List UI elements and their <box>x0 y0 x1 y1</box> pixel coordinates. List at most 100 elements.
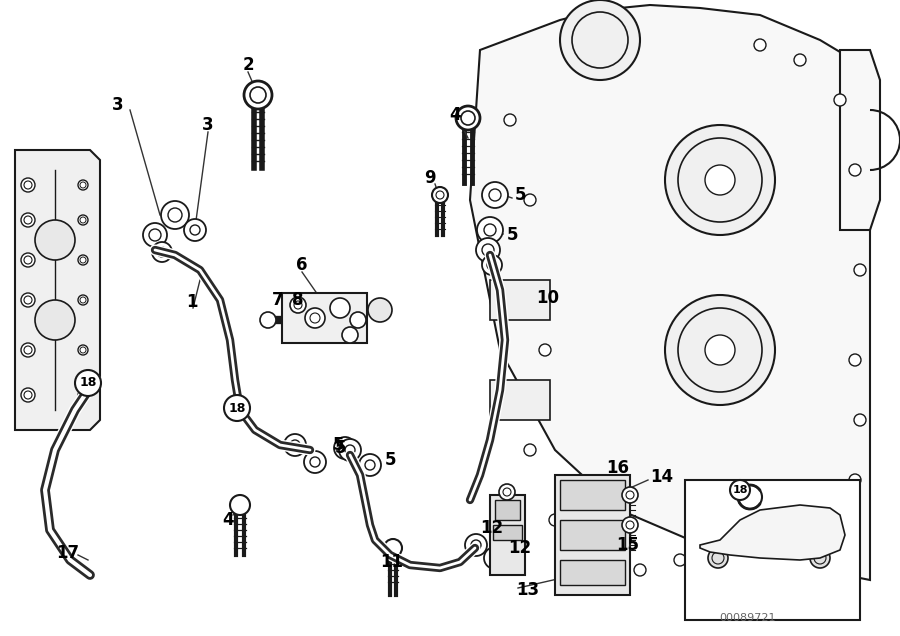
Text: 9: 9 <box>424 169 436 187</box>
Text: 14: 14 <box>651 468 673 486</box>
Circle shape <box>849 474 861 486</box>
Polygon shape <box>840 50 880 230</box>
Circle shape <box>849 354 861 366</box>
Text: 3: 3 <box>112 96 124 114</box>
Text: 12: 12 <box>481 519 504 537</box>
Bar <box>282 293 367 343</box>
Circle shape <box>290 297 306 313</box>
Circle shape <box>834 94 846 106</box>
Circle shape <box>854 414 866 426</box>
Text: 5: 5 <box>332 436 344 454</box>
Circle shape <box>78 180 88 190</box>
Circle shape <box>724 544 736 556</box>
Text: 8: 8 <box>292 291 304 309</box>
Circle shape <box>560 0 640 80</box>
Circle shape <box>330 298 350 318</box>
Circle shape <box>482 182 508 208</box>
Text: 5: 5 <box>506 226 518 244</box>
Circle shape <box>224 395 250 421</box>
Text: 1: 1 <box>186 293 198 311</box>
Circle shape <box>849 164 861 176</box>
Circle shape <box>260 312 276 328</box>
Circle shape <box>622 517 638 533</box>
Bar <box>555 475 630 595</box>
Circle shape <box>284 434 306 456</box>
Bar <box>685 480 860 620</box>
Circle shape <box>161 201 189 229</box>
Text: 4: 4 <box>449 106 461 124</box>
Circle shape <box>334 437 356 459</box>
Circle shape <box>350 312 366 328</box>
Polygon shape <box>15 150 100 430</box>
Circle shape <box>456 106 480 130</box>
Circle shape <box>549 514 561 526</box>
Bar <box>495 500 520 520</box>
Circle shape <box>432 187 448 203</box>
Circle shape <box>184 219 206 241</box>
Circle shape <box>21 213 35 227</box>
Bar <box>560 520 625 550</box>
Text: 3: 3 <box>202 116 214 134</box>
Circle shape <box>504 114 516 126</box>
Text: 6: 6 <box>296 256 308 274</box>
Text: 18: 18 <box>79 377 96 389</box>
Text: 17: 17 <box>57 544 79 562</box>
Text: 5: 5 <box>334 439 346 457</box>
Bar <box>560 560 625 585</box>
Circle shape <box>665 295 775 405</box>
Text: 5: 5 <box>384 451 396 469</box>
Text: 16: 16 <box>607 459 629 477</box>
Circle shape <box>810 548 830 568</box>
Circle shape <box>21 178 35 192</box>
Circle shape <box>78 215 88 225</box>
Circle shape <box>143 223 167 247</box>
Circle shape <box>539 344 551 356</box>
Text: 4: 4 <box>222 511 234 529</box>
Circle shape <box>35 300 75 340</box>
Text: 12: 12 <box>508 539 532 557</box>
Circle shape <box>230 495 250 515</box>
Circle shape <box>705 335 735 365</box>
Text: 00089721: 00089721 <box>720 613 776 623</box>
Circle shape <box>477 217 503 243</box>
Circle shape <box>482 255 502 275</box>
Circle shape <box>484 547 506 569</box>
Circle shape <box>665 125 775 235</box>
Circle shape <box>524 444 536 456</box>
Text: 7: 7 <box>272 291 284 309</box>
Bar <box>560 480 625 510</box>
Circle shape <box>384 539 402 557</box>
Circle shape <box>78 390 88 400</box>
Text: 18: 18 <box>229 401 246 415</box>
Bar <box>493 525 522 540</box>
Text: 18: 18 <box>733 485 748 495</box>
Text: 10: 10 <box>536 289 560 307</box>
Circle shape <box>584 554 596 566</box>
Circle shape <box>21 388 35 402</box>
Text: 11: 11 <box>381 553 403 571</box>
Text: 13: 13 <box>517 581 540 599</box>
Circle shape <box>794 54 806 66</box>
Circle shape <box>78 295 88 305</box>
Circle shape <box>738 485 762 509</box>
Circle shape <box>244 81 272 109</box>
Circle shape <box>622 487 638 503</box>
Circle shape <box>304 451 326 473</box>
Circle shape <box>78 345 88 355</box>
Circle shape <box>465 534 487 556</box>
Text: 2: 2 <box>242 56 254 74</box>
Bar <box>490 280 550 320</box>
Circle shape <box>78 255 88 265</box>
Circle shape <box>305 308 325 328</box>
Circle shape <box>634 564 646 576</box>
Circle shape <box>854 264 866 276</box>
Circle shape <box>342 327 358 343</box>
Circle shape <box>476 238 500 262</box>
Circle shape <box>21 343 35 357</box>
Bar <box>490 495 525 575</box>
Circle shape <box>21 293 35 307</box>
Circle shape <box>75 370 101 396</box>
Circle shape <box>21 253 35 267</box>
Circle shape <box>152 242 172 262</box>
Circle shape <box>708 548 728 568</box>
